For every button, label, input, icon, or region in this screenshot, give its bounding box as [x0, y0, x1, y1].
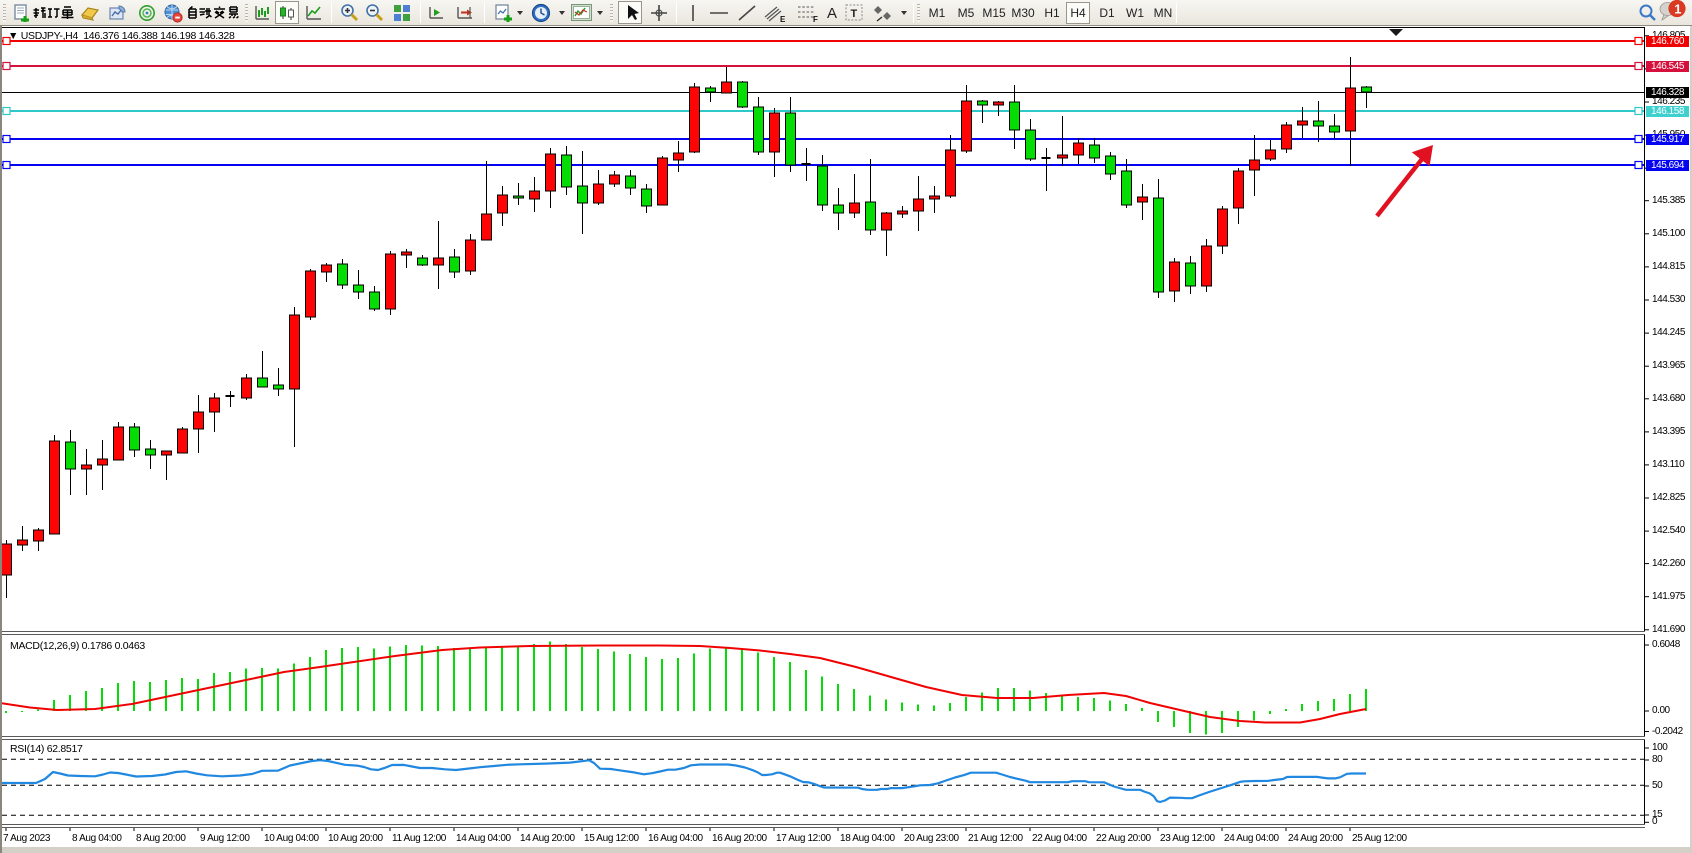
svg-text:E: E [780, 15, 786, 23]
svg-text:T: T [851, 8, 858, 20]
svg-text:1: 1 [1674, 1, 1681, 16]
svg-text:F: F [813, 15, 818, 23]
